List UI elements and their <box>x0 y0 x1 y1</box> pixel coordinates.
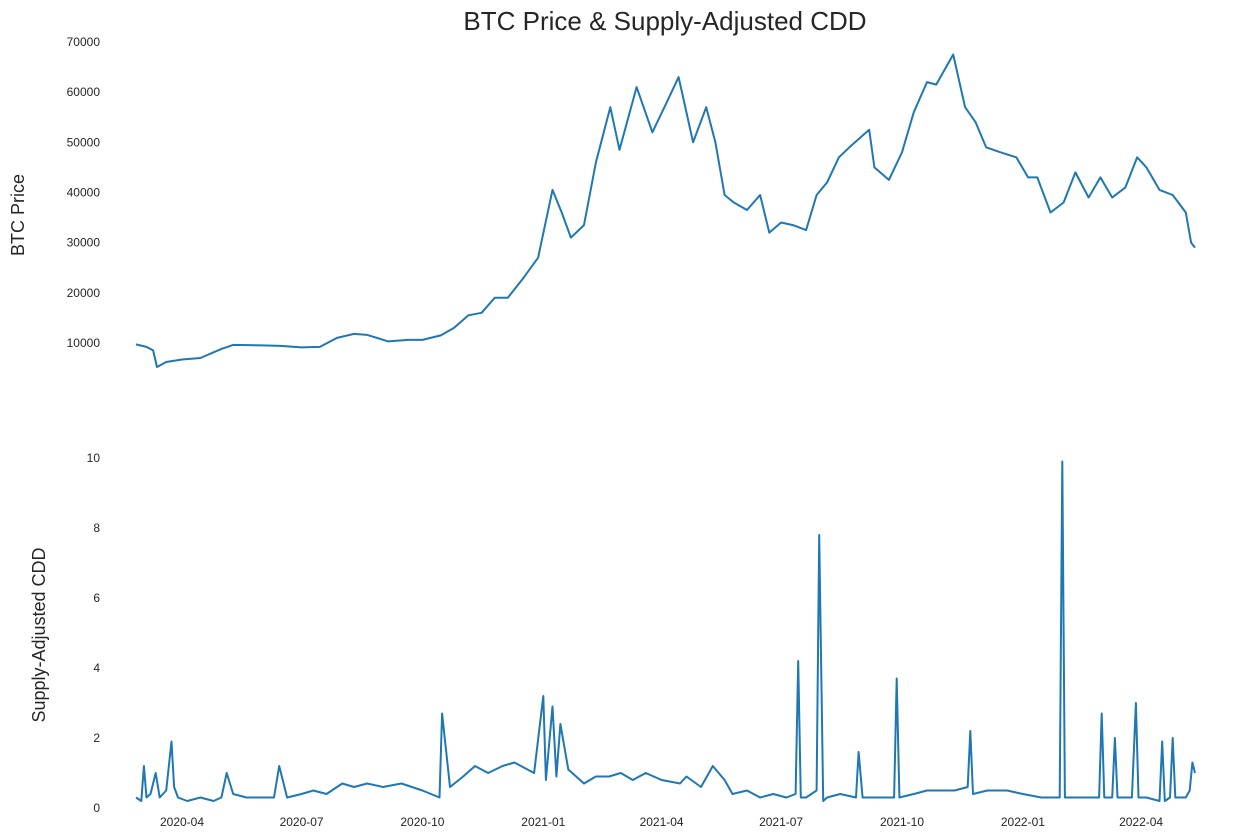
cdd-axis-label: Supply-Adjusted CDD <box>29 547 49 722</box>
date-x-tick-label: 2022-01 <box>1001 815 1045 829</box>
price-y-tick-label: 60000 <box>67 85 101 99</box>
date-x-tick-label: 2022-04 <box>1119 815 1163 829</box>
date-x-tick-label: 2021-07 <box>759 815 803 829</box>
price-y-tick-label: 70000 <box>67 35 101 49</box>
date-x-tick-label: 2020-10 <box>400 815 444 829</box>
cdd-y-tick-label: 0 <box>93 801 100 815</box>
cdd-y-tick-label: 10 <box>87 451 101 465</box>
date-x-tick-label: 2020-07 <box>280 815 324 829</box>
price-line <box>135 53 1196 368</box>
date-x-tick-label: 2021-10 <box>880 815 924 829</box>
date-x-tick-label: 2020-04 <box>160 815 204 829</box>
price-y-tick-label: 30000 <box>67 236 101 250</box>
price-panel: BTC Price 10000 20000 30000 40000 50000 60000… <box>8 35 1196 368</box>
price-y-tick-label: 20000 <box>67 286 101 300</box>
price-y-tick-label: 10000 <box>67 336 101 350</box>
cdd-y-tick-label: 4 <box>93 661 100 675</box>
date-x-tick-label: 2021-04 <box>640 815 684 829</box>
price-y-tick-label: 50000 <box>67 135 101 149</box>
chart-title: BTC Price & Supply-Adjusted CDD <box>463 6 867 36</box>
date-x-tick-label: 2021-01 <box>521 815 565 829</box>
cdd-y-ticks: 0 2 4 6 8 10 <box>87 451 101 815</box>
cdd-y-tick-label: 8 <box>93 521 100 535</box>
cdd-line <box>135 460 1196 802</box>
cdd-y-tick-label: 6 <box>93 591 100 605</box>
price-y-ticks: 10000 20000 30000 40000 50000 60000 70000 <box>67 35 101 350</box>
cdd-y-tick-label: 2 <box>93 731 100 745</box>
date-x-ticks: 2020-04 2020-07 2020-10 2021-01 2021-04 2021-… <box>160 815 1163 829</box>
price-axis-label: BTC Price <box>8 174 28 256</box>
price-y-tick-label: 40000 <box>67 185 101 199</box>
